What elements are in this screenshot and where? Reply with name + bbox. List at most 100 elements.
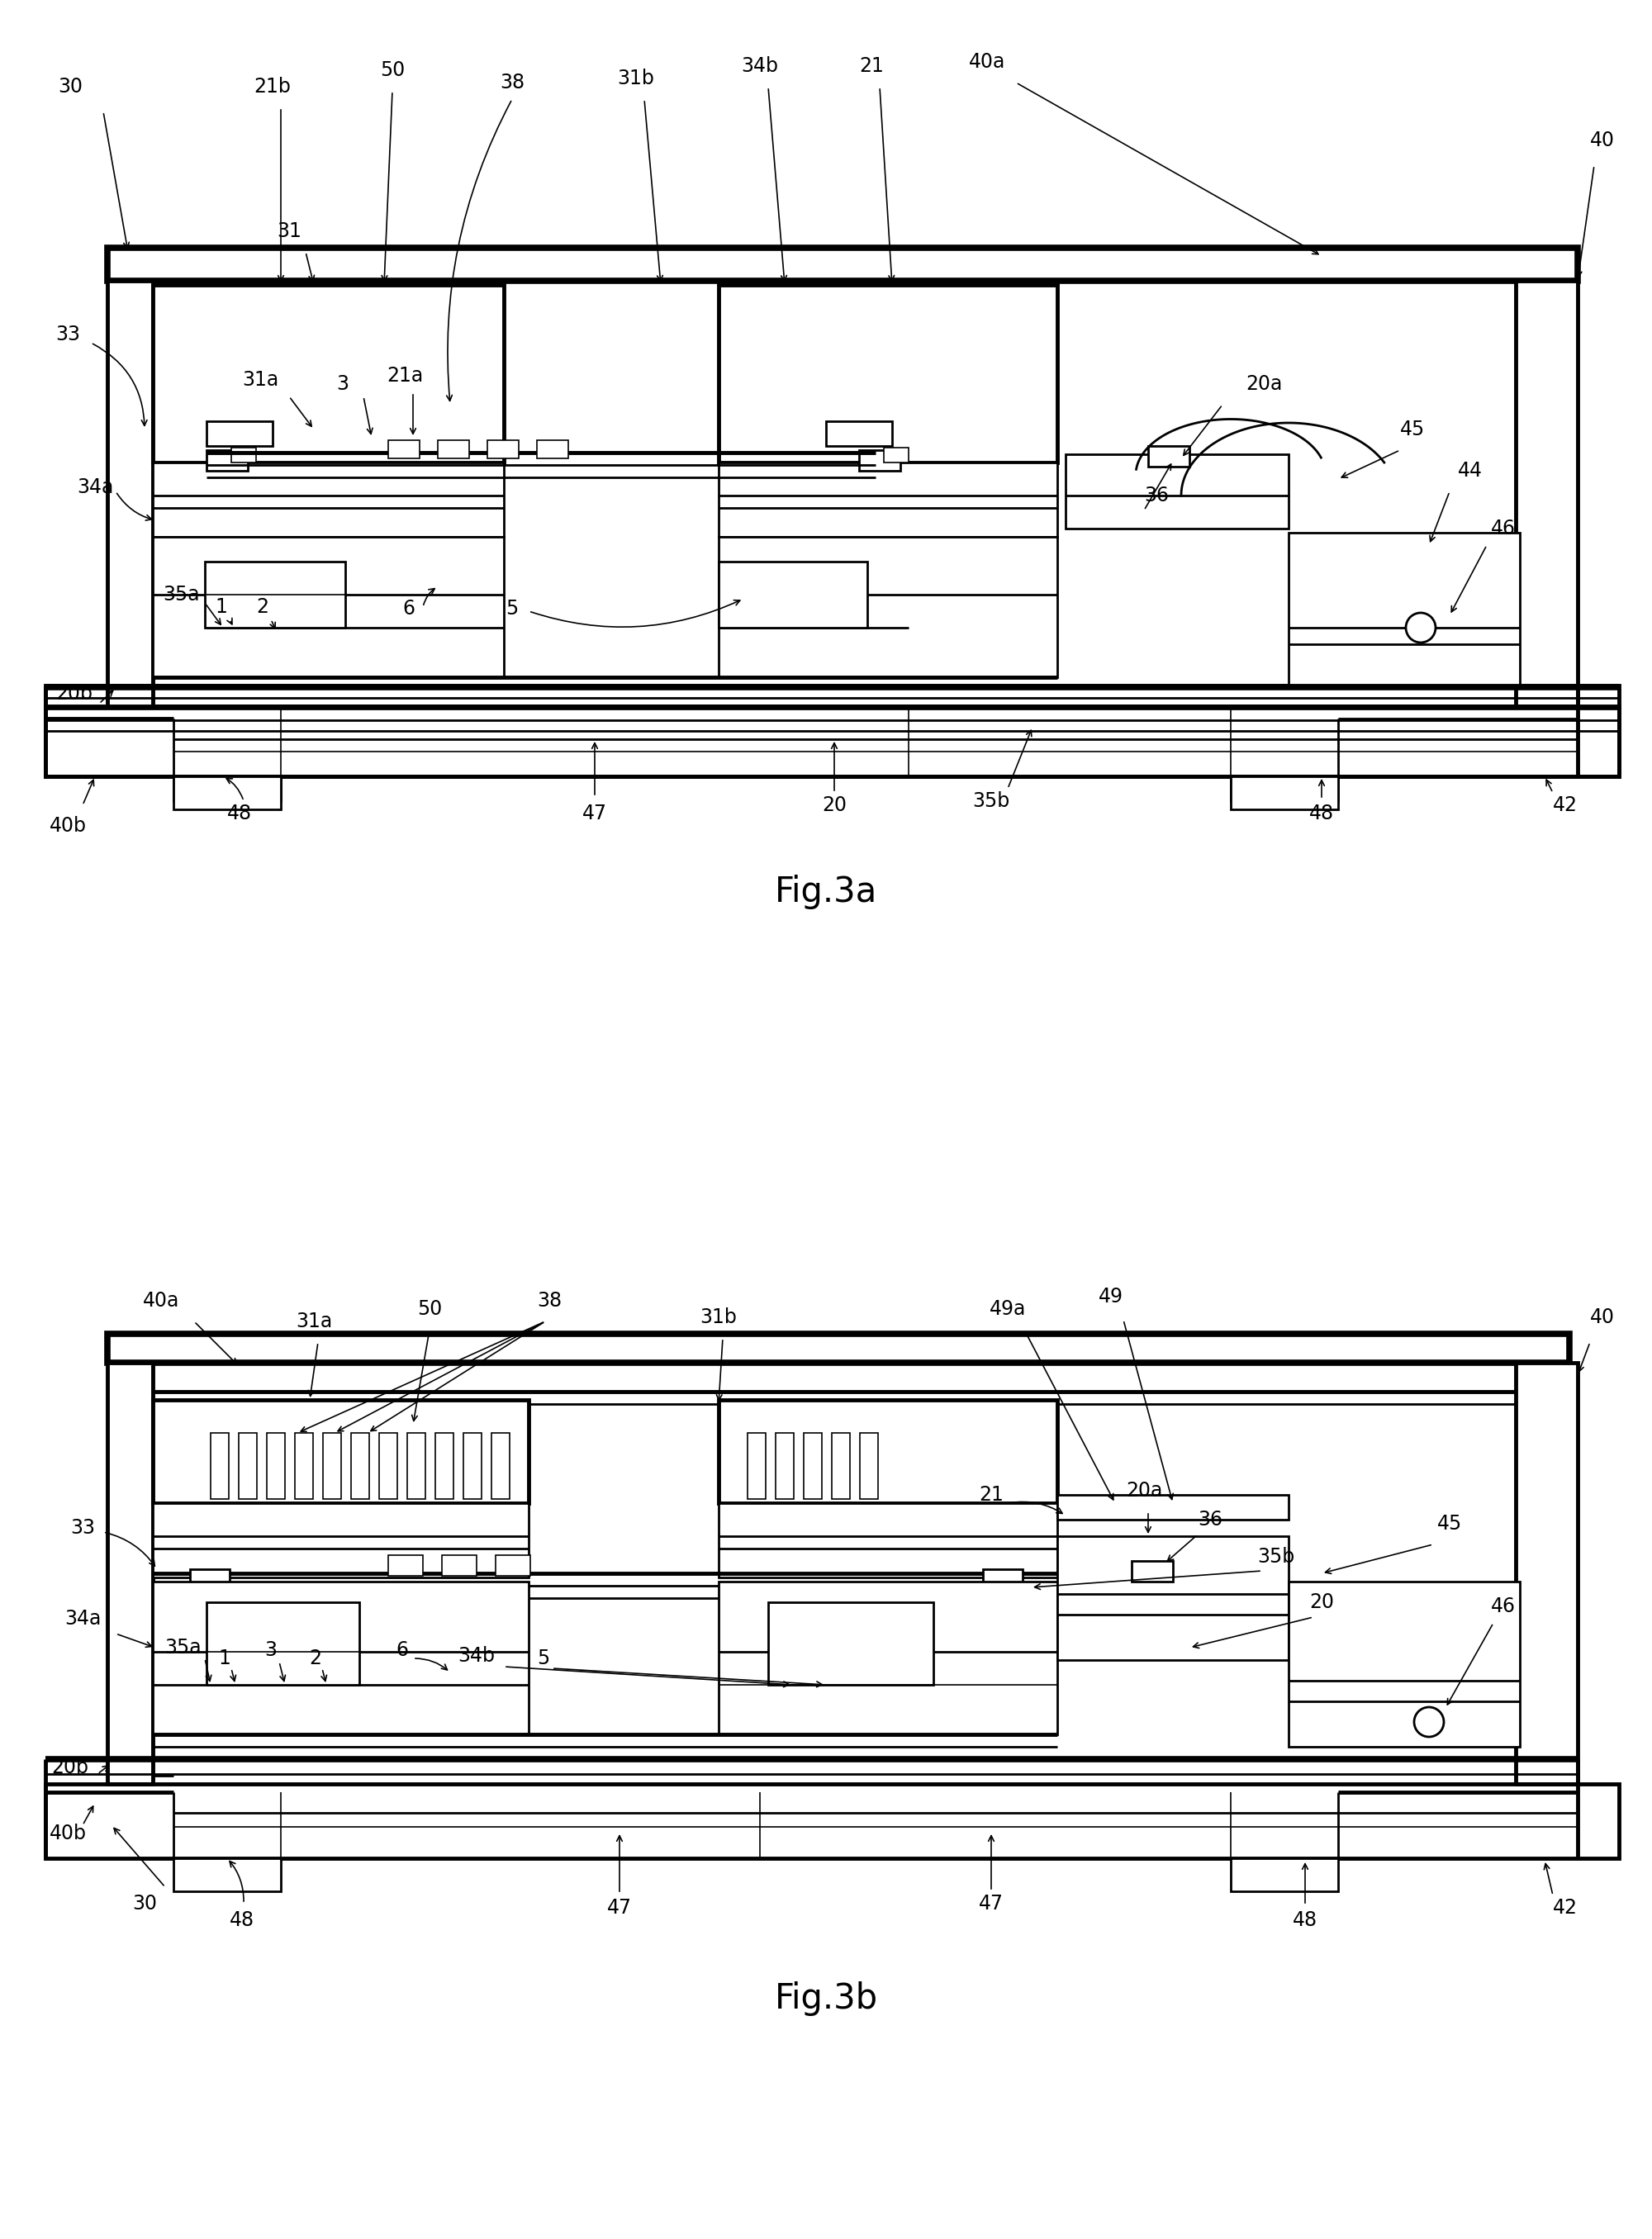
Text: 21: 21	[859, 56, 884, 76]
Text: 20b: 20b	[56, 683, 93, 703]
Bar	[487, 441, 519, 459]
Text: 40: 40	[1589, 130, 1616, 150]
Bar	[107, 1364, 152, 1784]
Bar	[719, 1502, 1057, 1578]
Text: 44: 44	[1459, 461, 1483, 481]
Bar	[983, 1570, 1023, 1587]
Bar	[380, 1433, 396, 1498]
Bar	[152, 463, 504, 537]
Bar	[719, 1399, 1057, 1502]
Text: 48: 48	[1308, 804, 1335, 824]
Bar	[152, 537, 504, 676]
Bar	[719, 537, 1057, 676]
Bar	[1517, 280, 1578, 719]
Bar	[496, 1556, 530, 1576]
Bar	[859, 450, 900, 470]
Text: 1: 1	[218, 1648, 231, 1668]
Bar	[46, 1784, 1619, 1858]
Text: 2: 2	[309, 1648, 322, 1668]
Bar	[211, 1433, 228, 1498]
Text: 46: 46	[1490, 519, 1517, 540]
Text: Fig.3b: Fig.3b	[775, 1982, 877, 2015]
Bar	[231, 448, 256, 463]
Text: 40a: 40a	[968, 51, 1006, 72]
Bar	[1148, 446, 1189, 466]
Text: 3: 3	[337, 374, 349, 394]
Bar	[1231, 777, 1338, 802]
Text: 38: 38	[537, 1292, 562, 1310]
Text: 21b: 21b	[254, 76, 291, 96]
Bar	[388, 441, 420, 459]
Text: 20a: 20a	[1125, 1480, 1163, 1500]
Text: 45: 45	[1399, 419, 1426, 439]
Text: 49: 49	[1099, 1287, 1123, 1308]
Text: 40a: 40a	[142, 1292, 180, 1310]
Text: 31a: 31a	[241, 369, 279, 390]
Text: 31a: 31a	[296, 1312, 332, 1332]
Text: 20: 20	[823, 795, 846, 815]
Bar	[1057, 1496, 1289, 1520]
Bar	[190, 1570, 230, 1587]
Bar	[438, 441, 469, 459]
Text: 36: 36	[1143, 486, 1170, 506]
Bar	[1289, 533, 1520, 685]
Bar	[776, 1433, 793, 1498]
Bar	[826, 421, 892, 446]
Text: 34a: 34a	[64, 1610, 101, 1628]
Text: 40b: 40b	[50, 1823, 86, 1843]
Bar	[268, 1433, 286, 1498]
Bar	[1066, 455, 1289, 528]
Bar	[463, 1433, 482, 1498]
Text: 33: 33	[56, 325, 79, 345]
Text: 36: 36	[1198, 1509, 1222, 1529]
Text: 42: 42	[1553, 795, 1578, 815]
Bar	[152, 1399, 529, 1502]
Text: 34b: 34b	[742, 56, 778, 76]
Text: 3: 3	[264, 1641, 278, 1659]
Bar	[173, 1858, 281, 1892]
Bar	[1517, 1364, 1578, 1784]
Text: 21a: 21a	[387, 365, 423, 385]
Bar	[537, 441, 568, 459]
Text: 34a: 34a	[76, 477, 114, 497]
Bar	[238, 1433, 258, 1498]
Text: 49a: 49a	[990, 1299, 1026, 1319]
Text: 40b: 40b	[50, 815, 86, 835]
Text: 48: 48	[226, 804, 253, 824]
Bar	[1388, 582, 1437, 602]
Bar	[173, 777, 281, 802]
Bar	[152, 284, 504, 463]
Bar	[719, 562, 867, 627]
Bar	[1231, 777, 1338, 808]
Text: 48: 48	[1292, 1910, 1318, 1930]
Bar	[107, 1334, 1569, 1364]
Bar	[768, 1603, 933, 1684]
Text: 42: 42	[1553, 1899, 1578, 1919]
Text: 50: 50	[416, 1299, 443, 1319]
Bar	[152, 1581, 529, 1735]
Bar	[803, 1433, 823, 1498]
Text: 35a: 35a	[164, 584, 200, 605]
Text: 1: 1	[215, 598, 228, 618]
Text: 35b: 35b	[1257, 1547, 1295, 1567]
Text: 31: 31	[278, 222, 301, 242]
Text: 48: 48	[230, 1910, 254, 1930]
Bar	[173, 777, 281, 808]
Text: 47: 47	[978, 1894, 1004, 1914]
Bar	[350, 1433, 370, 1498]
Text: 30: 30	[132, 1894, 157, 1914]
Bar	[1057, 1536, 1289, 1659]
Bar	[206, 450, 248, 470]
Bar	[719, 1581, 1057, 1735]
Text: 50: 50	[380, 60, 405, 81]
Bar	[46, 705, 1619, 777]
Text: Fig.3a: Fig.3a	[775, 875, 877, 909]
Bar	[1289, 1581, 1520, 1746]
Bar	[859, 1433, 879, 1498]
Bar	[1132, 1561, 1173, 1581]
Bar	[719, 284, 1057, 463]
Text: 47: 47	[608, 1899, 631, 1919]
Bar	[436, 1433, 453, 1498]
Text: 47: 47	[582, 804, 608, 824]
Bar	[1231, 1858, 1338, 1892]
